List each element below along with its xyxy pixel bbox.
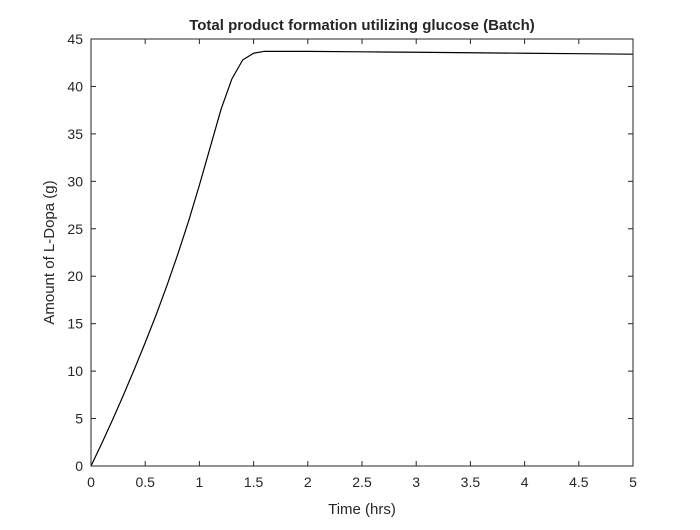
y-tick-label: 45 [67, 31, 83, 47]
x-tick-label: 3.5 [461, 474, 481, 490]
x-tick-label: 4.5 [569, 474, 589, 490]
x-tick-label: 5 [629, 474, 637, 490]
plot-area [91, 39, 633, 466]
y-tick-label: 40 [67, 78, 83, 94]
plot-border [90, 38, 634, 467]
x-tick-label: 2.5 [352, 474, 372, 490]
x-tick-label: 2 [304, 474, 312, 490]
chart-title: Total product formation utilizing glucos… [189, 17, 535, 34]
y-tick-label: 25 [67, 221, 83, 237]
ticks-layer: 0 0.5 1 1.5 2 2.5 3 3.5 4 4.5 5 0 5 10 15 20 25 30 35 40 45 [67, 31, 637, 490]
x-tick-label: 1.5 [244, 474, 264, 490]
y-tick-label: 0 [75, 458, 83, 474]
y-tick-label: 20 [67, 268, 83, 284]
x-tick-label: 0 [87, 474, 95, 490]
x-tick-label: 3 [412, 474, 420, 490]
x-tick-label: 1 [196, 474, 204, 490]
y-tick-label: 35 [67, 126, 83, 142]
y-tick-label: 10 [67, 363, 83, 379]
y-tick-label: 5 [75, 411, 83, 427]
x-tick-label: 0.5 [135, 474, 155, 490]
y-tick-label: 30 [67, 173, 83, 189]
x-tick-label: 4 [521, 474, 529, 490]
y-tick-label: 15 [67, 316, 83, 332]
series-line [90, 50, 634, 467]
x-axis-label: Time (hrs) [328, 501, 396, 518]
y-axis-label: Amount of L-Dopa (g) [41, 180, 58, 324]
